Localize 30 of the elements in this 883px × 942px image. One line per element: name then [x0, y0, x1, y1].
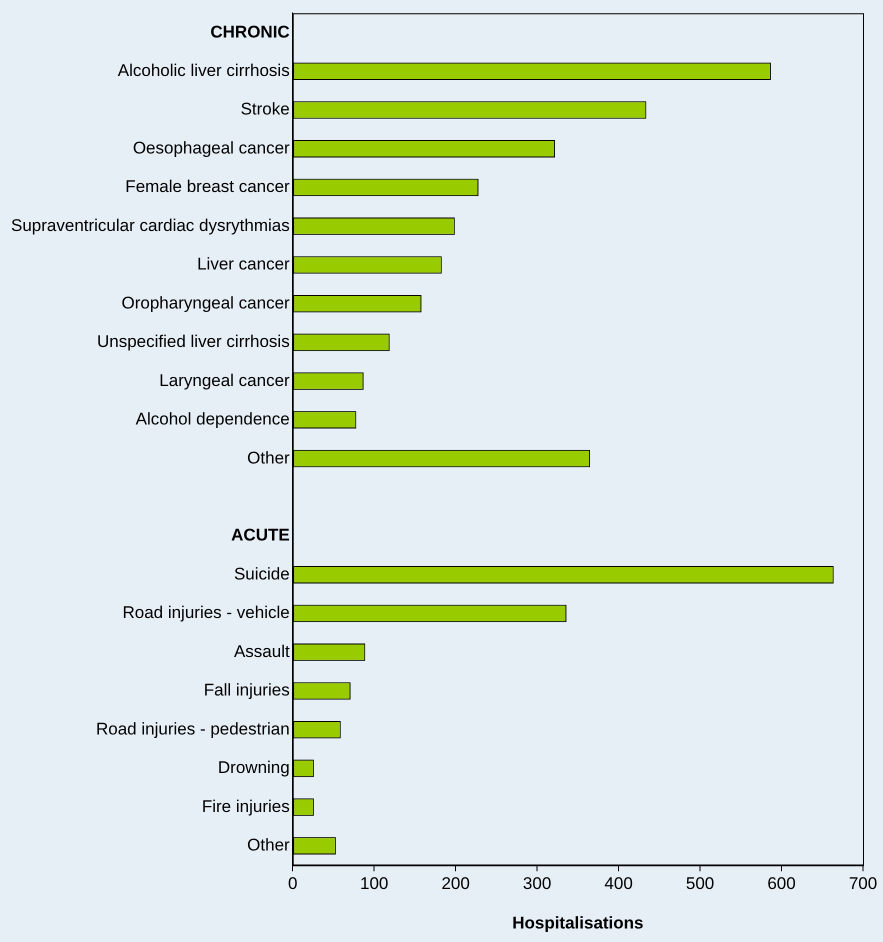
y-tick-label: CHRONIC	[210, 22, 290, 42]
y-tick-label: Other	[247, 448, 290, 468]
y-tick-label: Supraventricular cardiac dysrythmias	[10, 216, 290, 235]
x-tick-label: 400	[604, 874, 633, 894]
y-tick-label: Road injuries - pedestrian	[96, 719, 290, 738]
y-tick-label: Drowning	[218, 758, 290, 778]
x-tick-label: 600	[767, 874, 796, 894]
x-tick-label: 700	[848, 874, 878, 894]
y-tick-label: Suicide	[234, 564, 290, 584]
y-tick-label: Laryngeal cancer	[159, 370, 290, 390]
y-tick-label: Fall injuries	[204, 680, 290, 700]
y-tick-label: Fire injuries	[202, 796, 290, 816]
x-tick-label: 300	[522, 874, 552, 894]
y-tick-label: Other	[247, 836, 290, 855]
y-tick-label: Unspecified liver cirrhosis	[96, 332, 290, 352]
y-tick-label: Oesophageal cancer	[132, 138, 290, 158]
y-tick-label: ACUTE	[231, 526, 290, 545]
y-tick-label: Road injuries - vehicle	[122, 603, 290, 622]
x-tick-label: 500	[686, 874, 714, 894]
y-tick-label: Alcoholic liver cirrhosis	[118, 60, 290, 80]
x-tick-label: 0	[288, 874, 298, 894]
y-tick-label: Assault	[234, 642, 290, 661]
x-tick-label: 200	[441, 874, 470, 894]
y-tick-label: Oropharyngeal cancer	[121, 293, 290, 312]
y-tick-label: Liver cancer	[197, 254, 290, 274]
y-tick-label: Female breast cancer	[125, 177, 290, 196]
y-tick-label: Alcohol dependence	[136, 410, 290, 429]
x-tick-label: 100	[360, 874, 388, 894]
x-axis-title: Hospitalisations	[512, 913, 644, 932]
y-tick-label: Stroke	[240, 100, 290, 119]
